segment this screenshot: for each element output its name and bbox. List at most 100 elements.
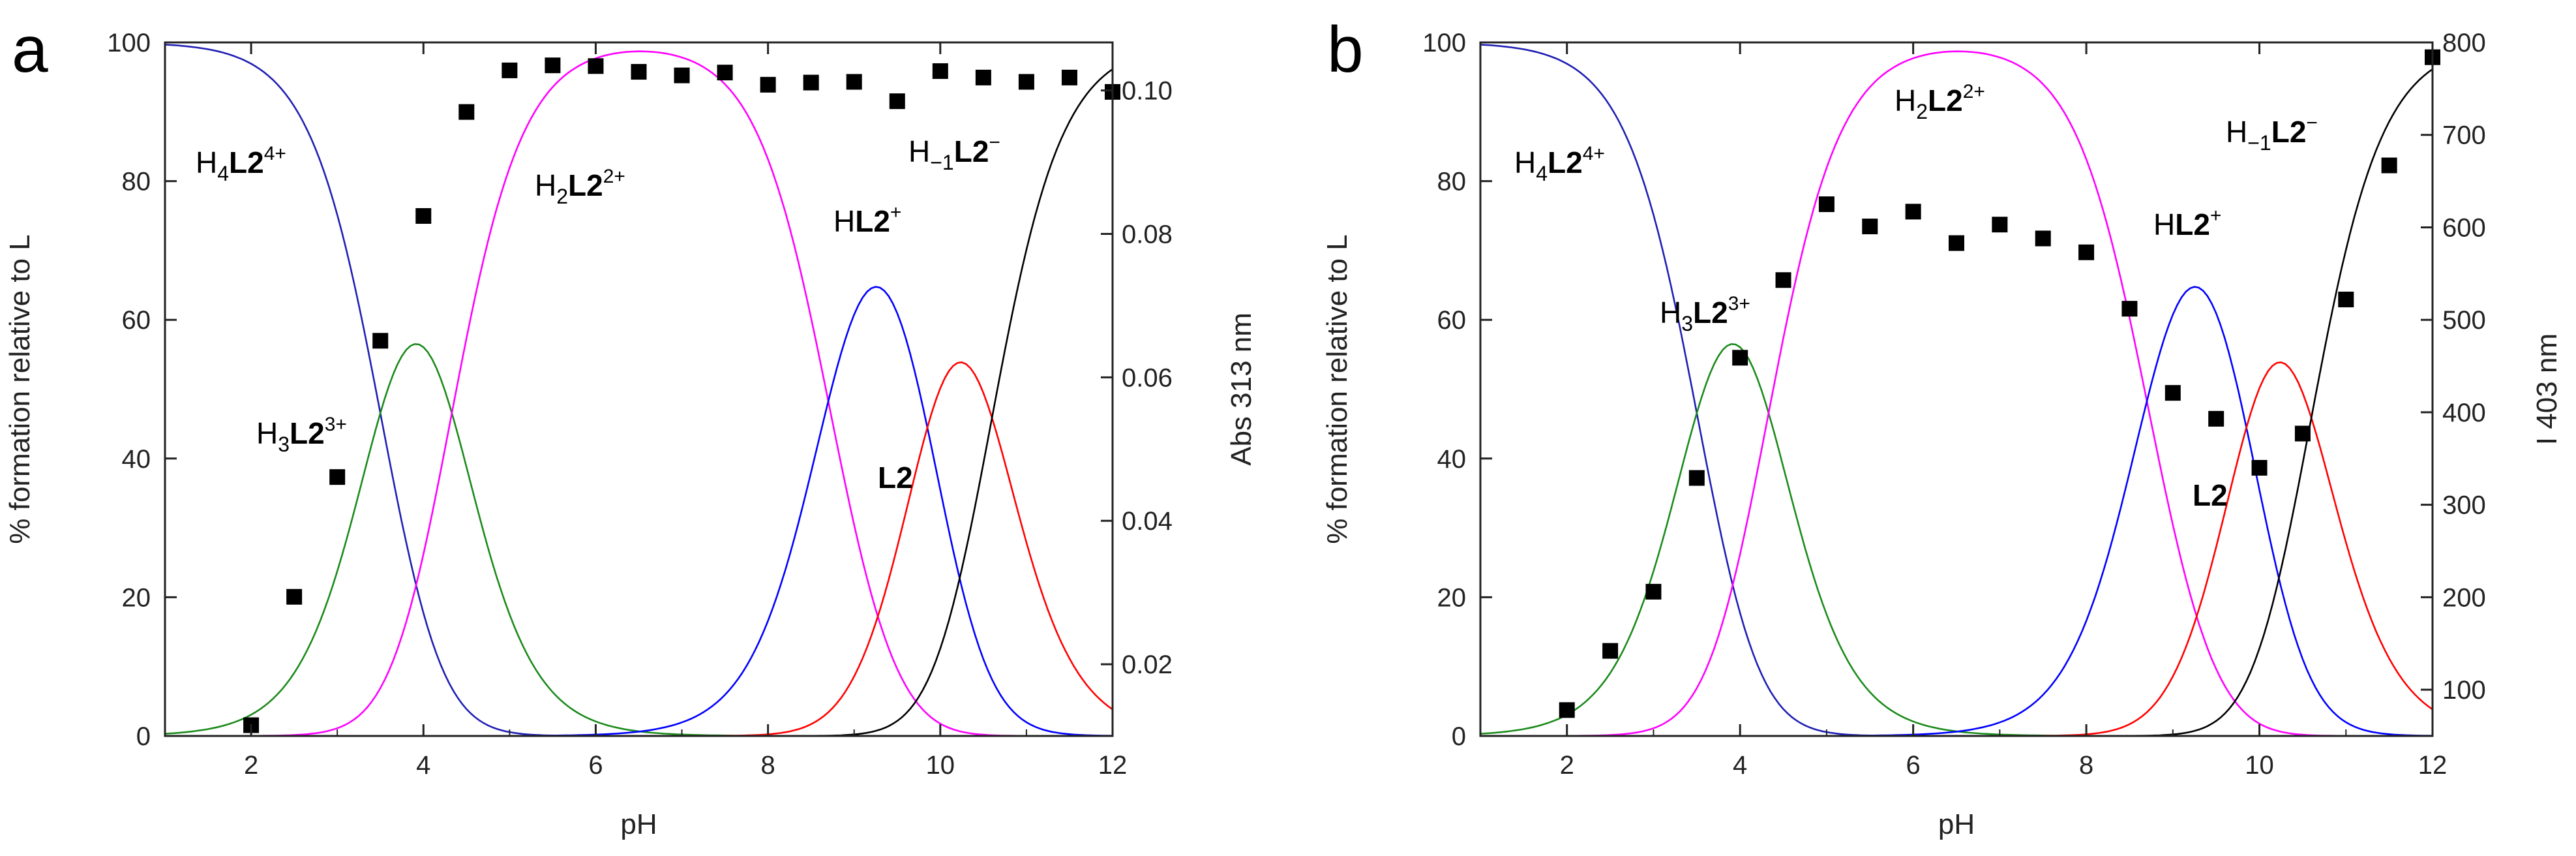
species-curve xyxy=(165,286,1113,737)
species-label: H4L24+ xyxy=(196,143,286,185)
chart-panel-a: a 2 4 6 8 10 12 0 20 40 60 80 100 0.02 0.04 0.06 0.08 0.1… xyxy=(4,13,1257,840)
scatter-point xyxy=(2294,425,2311,442)
scatter-point xyxy=(760,76,776,93)
panel-label: a xyxy=(12,13,48,86)
scatter-point xyxy=(2078,244,2095,260)
x-tick-label: 8 xyxy=(2079,751,2093,780)
y-tick-label: 100 xyxy=(1422,29,1466,57)
scatter-point xyxy=(1061,69,1077,85)
scatter-point xyxy=(2164,385,2181,401)
species-label: H3L23+ xyxy=(256,414,347,456)
y2-tick-label: 0.04 xyxy=(1122,507,1173,536)
species-label: H2L22+ xyxy=(535,166,625,208)
species-curve xyxy=(1480,68,2433,737)
x-tick-label: 8 xyxy=(761,751,775,780)
scatter-point xyxy=(1949,235,1964,251)
y2-tick-label: 400 xyxy=(2442,399,2486,427)
y2-tick-label: 500 xyxy=(2442,306,2486,335)
y2-axis-title: I 403 nm xyxy=(2531,333,2563,445)
x-axis-title: pH xyxy=(1938,808,1975,840)
scatter-point xyxy=(1559,702,1575,718)
y-tick-label: 80 xyxy=(122,168,151,196)
scatter-point xyxy=(674,67,690,84)
x-axis-title: pH xyxy=(620,808,657,840)
y-tick-label: 20 xyxy=(1437,583,1467,612)
species-curve xyxy=(1480,343,2433,737)
y2-tick-label: 300 xyxy=(2442,491,2486,520)
y2-tick-label: 0.06 xyxy=(1122,363,1173,392)
species-curve xyxy=(1480,50,2433,737)
y2-tick-label: 0.02 xyxy=(1122,650,1173,679)
scatter-point xyxy=(2035,230,2051,247)
species-label: L2 xyxy=(2193,478,2228,512)
scatter-point xyxy=(1905,204,1921,220)
y-tick-label: 80 xyxy=(1437,168,1467,196)
scatter-point xyxy=(545,57,561,74)
scatter-point xyxy=(415,208,432,224)
scatter-point xyxy=(889,93,905,110)
y-axis-title: % formation relative to L xyxy=(4,234,36,543)
scatter-point xyxy=(1688,470,1705,486)
x-tick-label: 6 xyxy=(588,751,603,780)
scatter-point xyxy=(1018,74,1034,90)
scatter-point xyxy=(458,104,475,120)
species-label: H4L24+ xyxy=(1514,143,1605,185)
y-tick-label: 0 xyxy=(136,722,151,751)
plot-frame xyxy=(164,41,1114,737)
y2-tick-label: 0.08 xyxy=(1122,221,1173,249)
species-curve xyxy=(1480,361,2433,737)
y2-tick-label: 100 xyxy=(2442,676,2486,705)
y2-tick-label: 800 xyxy=(2442,29,2486,57)
scatter-point xyxy=(803,74,819,91)
species-curve xyxy=(1480,286,2433,737)
scatter-point xyxy=(932,63,948,79)
y2-tick-label: 0.10 xyxy=(1122,77,1173,106)
scatter-point xyxy=(588,58,604,74)
species-curve xyxy=(165,68,1113,737)
species-label: H2L22+ xyxy=(1895,81,1985,123)
scatter-point xyxy=(1818,196,1835,213)
y2-tick-label: 700 xyxy=(2442,121,2486,150)
scatter-point xyxy=(717,65,733,81)
plot-frame xyxy=(1479,41,2434,737)
scatter-point xyxy=(2208,410,2224,427)
scatter-point xyxy=(846,74,862,90)
scatter-point xyxy=(975,69,991,85)
x-tick-label: 12 xyxy=(1098,751,1128,780)
x-tick-label: 4 xyxy=(1733,751,1747,780)
scatter-point xyxy=(1732,350,1748,366)
y2-axis-title: Abs 313 nm xyxy=(1225,313,1257,466)
y-tick-label: 40 xyxy=(122,445,151,474)
y-tick-label: 60 xyxy=(1437,306,1467,335)
scatter-point xyxy=(2381,157,2397,174)
scatter-point xyxy=(631,64,647,80)
scatter-point xyxy=(1645,583,1662,600)
scatter-point xyxy=(329,469,346,485)
y2-tick-label: 600 xyxy=(2442,213,2486,242)
species-label: H3L23+ xyxy=(1660,293,1750,335)
y-tick-label: 0 xyxy=(1452,722,1466,751)
scatter-point xyxy=(1992,217,2008,233)
y-tick-label: 100 xyxy=(107,29,151,57)
x-tick-label: 10 xyxy=(926,751,955,780)
panel-label: b xyxy=(1327,13,1364,86)
scatter-point xyxy=(1775,272,1791,288)
scatter-point xyxy=(286,588,303,605)
x-tick-label: 2 xyxy=(1560,751,1574,780)
scatter-point xyxy=(502,62,518,78)
species-label: HL2+ xyxy=(2153,205,2221,241)
scatter-point xyxy=(2121,301,2138,317)
species-label: H−1L2− xyxy=(908,132,1000,174)
y-tick-label: 60 xyxy=(122,306,151,335)
x-tick-label: 2 xyxy=(244,751,258,780)
y-tick-label: 20 xyxy=(122,583,151,612)
species-label: HL2+ xyxy=(833,202,901,238)
y-tick-label: 40 xyxy=(1437,445,1467,474)
x-tick-label: 12 xyxy=(2418,751,2448,780)
species-label: L2 xyxy=(878,461,913,495)
scatter-point xyxy=(2338,292,2354,308)
species-curve xyxy=(164,343,1113,737)
x-tick-label: 6 xyxy=(1906,751,1921,780)
x-tick-label: 4 xyxy=(416,751,430,780)
